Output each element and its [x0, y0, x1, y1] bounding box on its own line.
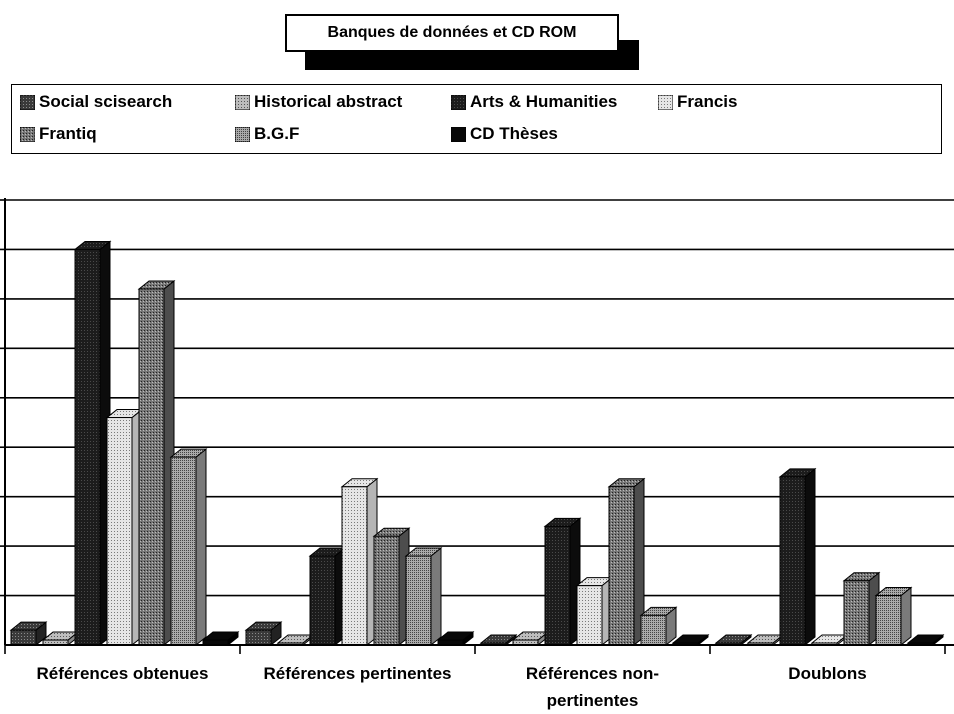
- legend-item-arts-humanities: Arts & Humanities: [451, 91, 617, 113]
- legend-item-social-scisearch: Social scisearch: [20, 91, 172, 113]
- bar: [778, 467, 817, 647]
- bar: [137, 279, 176, 647]
- bar: [639, 606, 678, 647]
- category-label: Doublons: [788, 664, 866, 683]
- chart-axis: [0, 198, 954, 654]
- bar: [543, 517, 582, 647]
- category-label: Références pertinentes: [263, 664, 451, 683]
- legend-item-bgf: B.G.F: [235, 123, 299, 145]
- bar: [842, 571, 881, 647]
- legend-label: Historical abstract: [254, 92, 403, 111]
- bar-side: [804, 467, 816, 647]
- legend-item-historical-abstract: Historical abstract: [235, 91, 402, 113]
- bar-front: [544, 525, 571, 646]
- bar-front: [170, 456, 197, 646]
- bar: [9, 621, 48, 647]
- bar: [340, 477, 379, 647]
- category-label: Références non-: [526, 664, 659, 683]
- bar: [479, 633, 518, 647]
- bar-front: [843, 580, 870, 646]
- category-label: Références obtenues: [37, 664, 209, 683]
- bar-side: [195, 448, 207, 647]
- bar: [714, 633, 753, 647]
- bar-front: [373, 535, 400, 646]
- chart-legend: Social scisearch Historical abstract Art…: [11, 84, 942, 154]
- legend-label: Arts & Humanities: [470, 92, 618, 111]
- legend-label: B.G.F: [254, 124, 300, 143]
- bar: [607, 477, 646, 647]
- bar: [308, 546, 347, 647]
- chart-bars: [9, 240, 945, 647]
- bar: [575, 576, 614, 647]
- bar: [404, 546, 443, 647]
- bar: [906, 633, 945, 647]
- bar-front: [608, 486, 635, 646]
- bar: [41, 631, 80, 647]
- legend-swatch: [235, 126, 250, 142]
- category-label: pertinentes: [547, 691, 639, 710]
- legend-item-francis: Francis: [658, 91, 737, 113]
- bar-front: [10, 629, 37, 646]
- bar-front: [875, 595, 902, 646]
- bar: [746, 633, 785, 647]
- bar-front: [106, 417, 133, 646]
- bar: [436, 631, 475, 647]
- bar: [244, 621, 283, 647]
- bar: [201, 631, 240, 647]
- chart-category-labels: Références obtenues Références pertinente…: [37, 664, 867, 710]
- bar-front: [341, 486, 368, 646]
- legend-label: Social scisearch: [39, 92, 173, 111]
- bar: [105, 408, 144, 647]
- legend-label: CD Thèses: [470, 124, 558, 143]
- bar-front: [309, 555, 336, 646]
- legend-label: Francis: [677, 92, 738, 111]
- bar: [372, 527, 411, 647]
- bar-side: [900, 586, 912, 647]
- bar-front: [245, 629, 272, 646]
- legend-swatch: [20, 94, 35, 110]
- bar-front: [640, 614, 667, 646]
- legend-label: Frantiq: [39, 124, 97, 143]
- bar-front: [576, 585, 603, 646]
- bar: [169, 448, 208, 647]
- legend-swatch: [658, 94, 673, 110]
- bar-side: [430, 546, 442, 647]
- bar-front: [138, 288, 165, 646]
- legend-item-cd-theses: CD Thèses: [451, 123, 558, 145]
- legend-swatch: [451, 126, 466, 142]
- legend-swatch: [20, 126, 35, 142]
- bar: [874, 586, 913, 647]
- chart-title: Banques de données et CD ROM: [327, 24, 577, 41]
- legend-item-frantiq: Frantiq: [20, 123, 97, 145]
- bar: [73, 240, 112, 647]
- bar-front: [405, 555, 432, 646]
- chart-title-box: Banques de données et CD ROM: [285, 14, 619, 52]
- legend-swatch: [235, 94, 250, 110]
- bar: [511, 631, 550, 647]
- bar-front: [74, 248, 101, 646]
- bar: [671, 633, 710, 647]
- bar: [276, 633, 315, 647]
- legend-swatch: [451, 94, 466, 110]
- bar-front: [779, 476, 806, 646]
- bar: [810, 633, 849, 647]
